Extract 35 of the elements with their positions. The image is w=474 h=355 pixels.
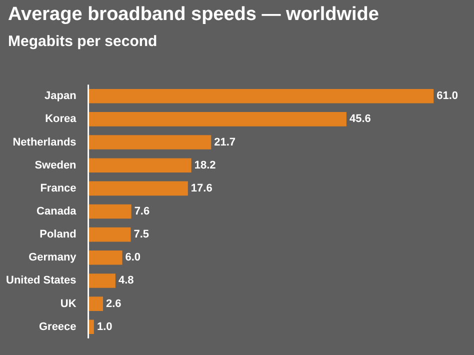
bar [88,296,104,311]
chart-title: Average broadband speeds — worldwide [8,4,379,26]
bar [88,88,434,104]
data-label: 6.0 [125,252,141,264]
bar [88,158,192,173]
y-tick-label: France [40,182,76,194]
bar [88,250,122,265]
data-label: 7.5 [134,228,150,241]
data-label: 4.8 [118,274,134,287]
bar [88,274,116,288]
bar [88,204,132,219]
bar [88,112,346,126]
bar [88,181,188,196]
data-label: 7.6 [134,206,150,218]
data-label: 45.6 [349,113,371,126]
y-tick-label: Sweden [34,159,77,172]
y-tick-label: UK [60,298,76,310]
bar [88,135,212,150]
y-tick-label: Poland [40,228,76,241]
data-label: 17.6 [190,182,212,194]
data-label: 61.0 [436,90,458,102]
data-label: 2.6 [106,298,122,310]
bar [88,320,94,334]
data-label: 18.2 [194,159,216,172]
y-tick-label: Korea [45,113,78,126]
data-label: 1.0 [96,320,112,333]
chart-subtitle: Megabits per second [8,33,158,50]
y-tick-label: Greece [38,320,76,333]
y-tick-label: Japan [44,90,77,102]
y-tick-label: United States [6,274,76,287]
bar [88,227,131,242]
y-tick-label: Germany [28,252,78,264]
y-tick-label: Netherlands [12,136,76,148]
y-tick-label: Canada [36,206,78,218]
data-label: 21.7 [214,136,236,148]
